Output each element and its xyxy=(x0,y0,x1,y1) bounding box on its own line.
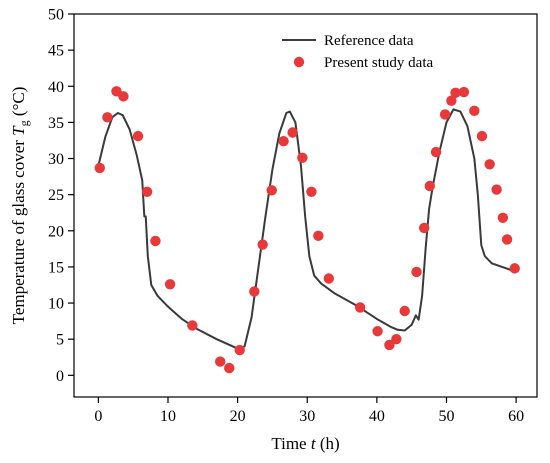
present-study-point xyxy=(249,286,260,297)
present-study-point xyxy=(446,95,457,106)
y-tick-label: 5 xyxy=(56,332,64,349)
present-study-point xyxy=(94,162,105,174)
legend-marker-swatch xyxy=(293,56,305,68)
present-study-point xyxy=(384,339,395,351)
y-axis-title-var: T xyxy=(9,125,28,136)
x-axis-title: Time t (h) xyxy=(271,434,339,453)
y-tick-label: 0 xyxy=(56,368,64,385)
present-study-point xyxy=(450,87,461,98)
present-study-point xyxy=(187,320,198,331)
x-axis-title-unit: (h) xyxy=(316,434,340,453)
y-axis-title-unit: (°C) xyxy=(9,87,28,121)
present-study-point xyxy=(372,326,383,337)
y-tick-label: 10 xyxy=(48,296,64,313)
axis-titles: Time t (h) Temperature of glass cover Tg … xyxy=(9,87,340,453)
present-study-point xyxy=(150,235,161,247)
present-study-point xyxy=(266,185,277,196)
y-axis-title-prefix: Temperature of glass cover xyxy=(9,136,28,325)
x-tick-label: 0 xyxy=(94,408,102,425)
x-axis-title-var: t xyxy=(311,434,317,453)
present-study-point xyxy=(234,344,245,356)
present-study-point xyxy=(430,146,442,158)
present-study-point xyxy=(509,263,520,274)
x-tick-label: 10 xyxy=(160,408,176,425)
y-tick-label: 35 xyxy=(48,115,64,132)
legend-label-reference: Reference data xyxy=(324,33,414,49)
present-study-point xyxy=(306,186,317,197)
y-axis-title: Temperature of glass cover Tg (°C) xyxy=(9,87,31,325)
present-study-point xyxy=(132,130,144,142)
present-study-point xyxy=(257,239,268,250)
present-study-point xyxy=(399,305,410,317)
present-study-point xyxy=(297,152,308,164)
present-study-point xyxy=(141,186,153,197)
present-study-point xyxy=(287,127,298,138)
x-tick-label: 60 xyxy=(508,408,524,425)
y-tick-label: 40 xyxy=(48,79,64,96)
present-study-point xyxy=(497,212,509,223)
axes: 0 10 20 30 40 50 60 0 5 10 15 20 25 30 35 40 45 50 xyxy=(48,7,538,425)
present-study-point xyxy=(469,105,480,117)
present-study-point xyxy=(424,180,435,192)
plot-frame xyxy=(73,13,538,398)
present-study-point xyxy=(501,234,513,245)
legend: Reference data Present study data xyxy=(282,33,433,71)
present-study-point xyxy=(278,135,289,147)
y-tick-label: 20 xyxy=(48,223,64,240)
present-study-point xyxy=(323,273,335,284)
y-tick-label: 30 xyxy=(48,151,64,168)
present-study-point xyxy=(476,130,488,142)
present-study-point xyxy=(419,222,430,234)
x-tick-label: 50 xyxy=(438,408,454,425)
present-study-point xyxy=(458,86,470,98)
present-study-point xyxy=(102,112,113,123)
present-study-point xyxy=(439,109,451,120)
present-study-point xyxy=(411,266,422,278)
legend-label-present: Present study data xyxy=(324,55,433,71)
y-axis-title-sub: g xyxy=(17,120,31,126)
y-tick-label: 50 xyxy=(48,7,64,24)
series-layer xyxy=(94,86,520,374)
x-tick-label: 30 xyxy=(299,408,315,425)
x-tick-label: 40 xyxy=(369,408,385,425)
y-tick-label: 15 xyxy=(48,259,64,276)
reference-data-line xyxy=(97,108,513,350)
x-axis-title-prefix: Time xyxy=(271,434,311,453)
present-study-point xyxy=(313,230,324,242)
present-study-point xyxy=(354,302,366,313)
present-study-point xyxy=(164,279,176,290)
present-study-point xyxy=(491,184,502,195)
present-study-point xyxy=(484,159,495,170)
present-study-point xyxy=(118,91,129,102)
y-tick-label: 45 xyxy=(48,43,64,60)
present-study-point xyxy=(215,356,226,367)
x-tick-label: 20 xyxy=(230,408,246,425)
y-tick-label: 25 xyxy=(48,187,64,204)
present-study-point xyxy=(224,362,235,374)
present-study-point xyxy=(391,333,402,345)
